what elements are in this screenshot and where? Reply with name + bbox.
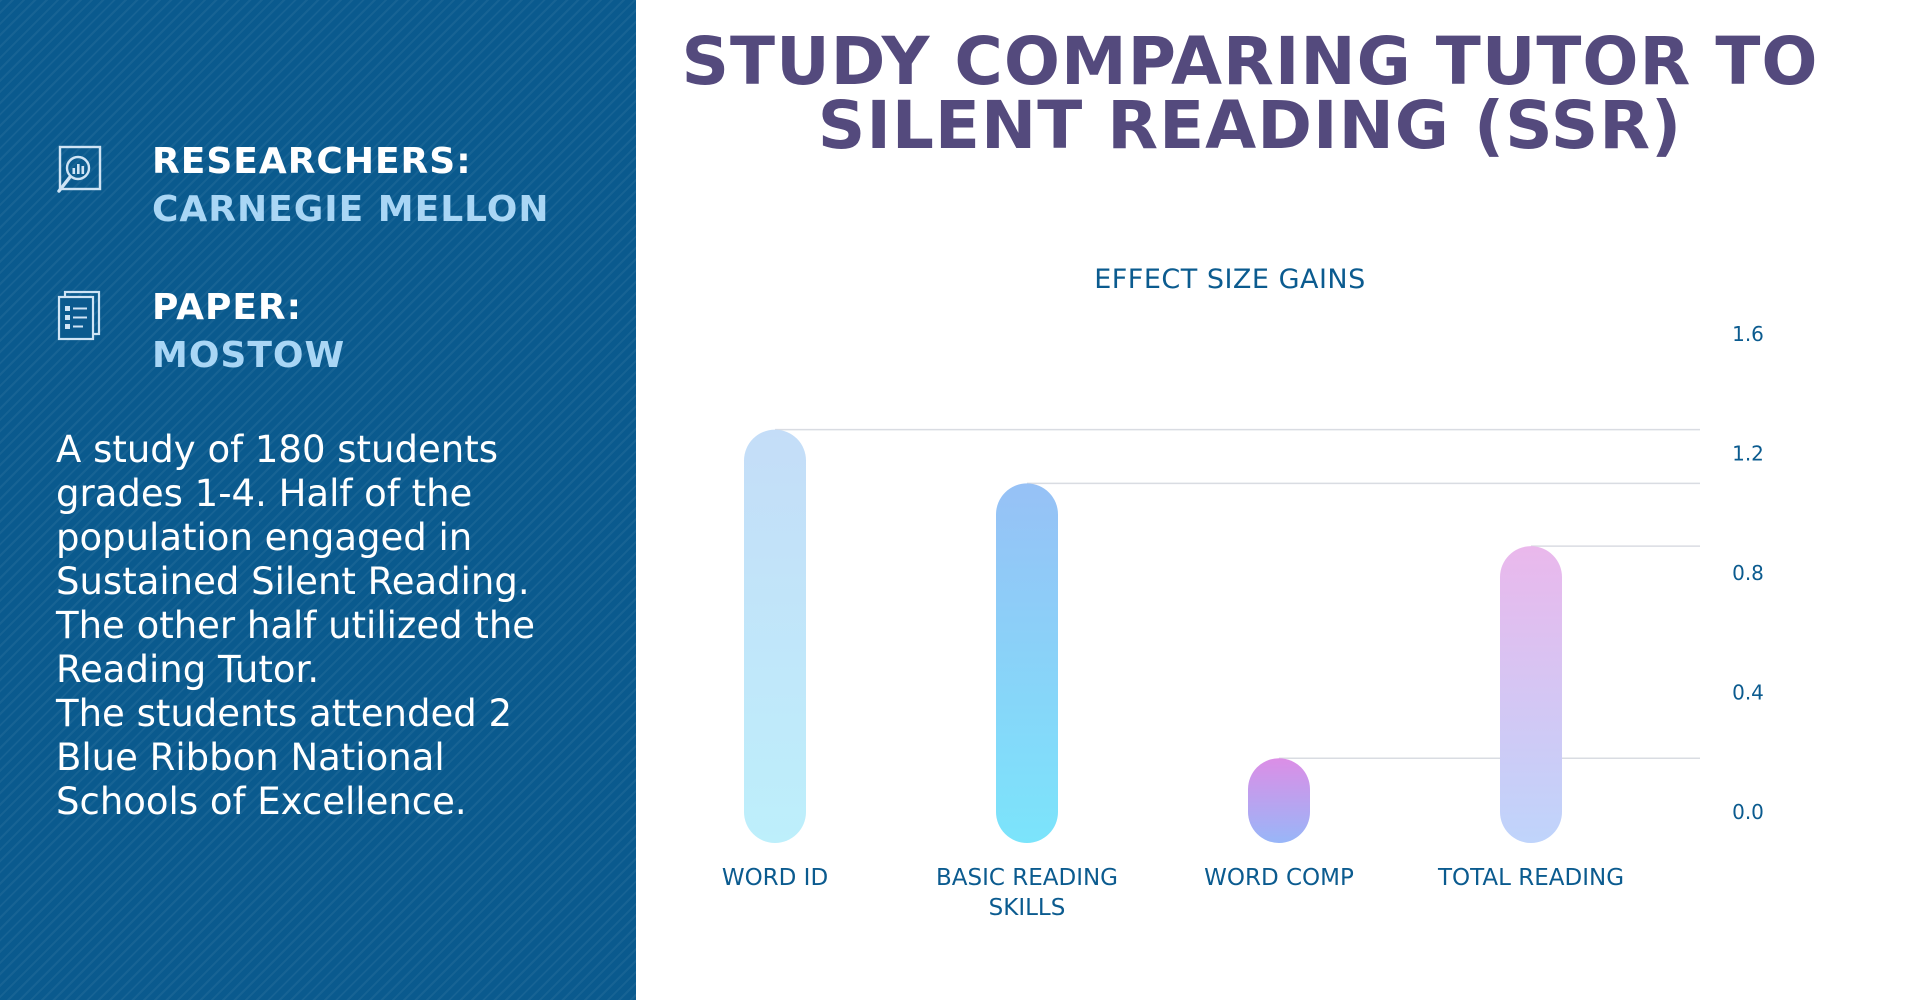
research-analytics-icon (56, 144, 102, 196)
category-label: BASIC READING SKILLS (935, 865, 1119, 921)
description-paragraph: The students attended 2 Blue Ribbon Nati… (56, 692, 512, 823)
paper-row: PAPER: MOSTOW (56, 284, 345, 380)
y-tick-label: 0.4 (1732, 681, 1764, 705)
researchers-value: CARNEGIE MELLON (152, 189, 550, 230)
category-label: WORD COMP (1204, 865, 1354, 891)
y-tick-label: 1.6 (1732, 322, 1764, 346)
study-description: A study of 180 students grades 1-4. Half… (56, 428, 586, 824)
y-axis-ticks: 0.0 0.4 0.8 1.2 1.6 (1732, 322, 1764, 824)
paper-value: MOSTOW (152, 335, 346, 376)
paper-label: PAPER: (152, 287, 303, 328)
y-tick-label: 0.8 (1732, 561, 1764, 585)
chart-title: EFFECT SIZE GAINS (1094, 264, 1366, 295)
bars (744, 429, 1562, 843)
y-tick-label: 0.0 (1732, 800, 1764, 824)
bar-word-comp (1248, 758, 1310, 843)
page-title: STUDY COMPARING TUTOR TO SILENT READING … (681, 23, 1819, 164)
bar-basic-reading-skills (996, 483, 1058, 843)
y-tick-label: 1.2 (1732, 442, 1764, 466)
document-icon (56, 290, 102, 342)
category-label: WORD ID (721, 865, 829, 891)
guide-lines (775, 428, 1700, 759)
researchers-row: RESEARCHERS: CARNEGIE MELLON (56, 138, 550, 234)
bar-total-reading (1500, 546, 1562, 843)
left-panel: RESEARCHERS: CARNEGIE MELLON PAPER: MOST… (0, 0, 636, 1000)
bar-word-id (744, 429, 806, 843)
description-paragraph: A study of 180 students grades 1-4. Half… (56, 428, 536, 691)
category-label: TOTAL READING (1437, 865, 1625, 891)
researchers-label: RESEARCHERS: (152, 141, 472, 182)
